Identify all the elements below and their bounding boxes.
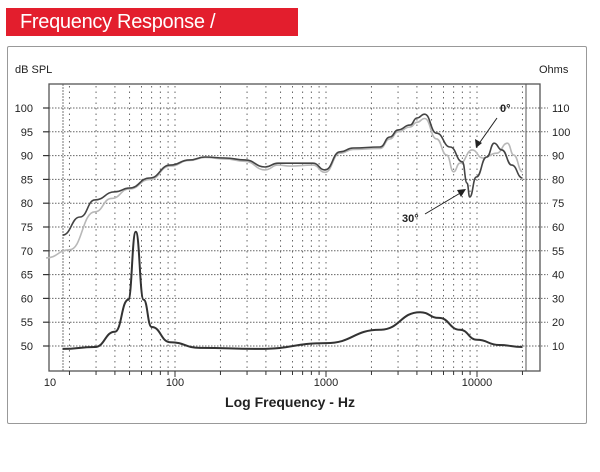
annotation-0deg: 0° [475, 103, 511, 148]
annotation-0deg-arrow [477, 117, 498, 146]
x-tick-label: 1000 [314, 377, 338, 389]
y-tick-label-left: 60 [21, 293, 33, 305]
annotation-30deg-label: 30° [402, 213, 419, 225]
grid [49, 84, 548, 371]
y-tick-label-left: 75 [21, 222, 33, 234]
annotation-30deg: 30° [402, 189, 466, 225]
y-tick-label-left: 85 [21, 174, 33, 186]
y-tick-label-right: 10 [552, 341, 564, 353]
section-title: Frequency Response / Impedance [20, 11, 216, 56]
y-tick-label-left: 80 [21, 198, 33, 210]
x-tick-label: 100 [166, 377, 184, 389]
y-tick-label-right: 100 [552, 127, 570, 139]
y-tick-label-left: 70 [21, 246, 33, 258]
chart-frame [7, 46, 587, 424]
y-axis-label-left: dB SPL [15, 64, 52, 76]
y-axis-label-right: Ohms [539, 64, 569, 76]
y-tick-label-left: 50 [21, 341, 33, 353]
y-tick-label-left: 65 [21, 270, 33, 282]
y-tick-label-right: 110 [552, 103, 570, 115]
y-tick-label-left: 55 [21, 317, 33, 329]
response-curve-light [46, 117, 523, 259]
y-tick-label-right: 55 [552, 246, 564, 258]
arrowhead-icon [457, 189, 466, 197]
y-tick-label-right: 60 [552, 222, 564, 234]
y-tick-label-left: 90 [21, 151, 33, 163]
curves [45, 113, 523, 350]
x-tick-label: 10 [44, 377, 56, 389]
y-tick-label-right: 30 [552, 293, 564, 305]
arrowhead-icon [475, 139, 482, 148]
annotation-30deg-arrow [424, 191, 463, 215]
annotation-0deg-label: 0° [500, 103, 511, 115]
axes: 100 110 95 100 90 90 85 80 80 75 75 60 70 55 65 40 60 30 5… [15, 83, 570, 389]
x-tick-label: 10000 [462, 377, 493, 389]
y-tick-label-right: 20 [552, 317, 564, 329]
y-tick-label-right: 40 [552, 270, 564, 282]
y-tick-label-left: 100 [15, 103, 33, 115]
y-tick-label-right: 90 [552, 151, 564, 163]
section-header: Frequency Response / Impedance [6, 8, 298, 56]
y-tick-label-left: 95 [21, 127, 33, 139]
y-tick-label-right: 80 [552, 174, 564, 186]
y-tick-label-right: 75 [552, 198, 564, 210]
x-axis-label: Log Frequency - Hz [225, 394, 355, 410]
